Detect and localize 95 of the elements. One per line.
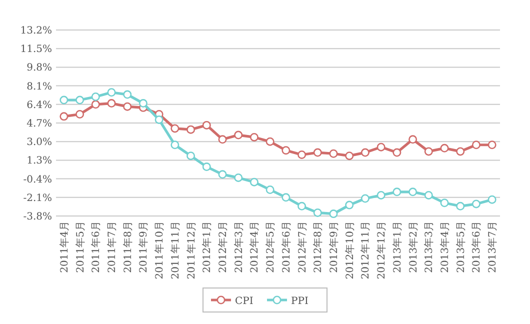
x-tick-label: 2011年11月	[169, 221, 182, 280]
x-tick-label: 2012年12月	[376, 221, 388, 280]
y-tick-label: 6.4%	[26, 100, 52, 111]
point	[202, 120, 211, 130]
point	[76, 96, 84, 104]
x-tick-label: 2013年1月	[391, 221, 404, 273]
x-tick-label: 2012年2月	[217, 221, 229, 273]
point	[298, 150, 306, 159]
x-tick-label: 2011年10月	[154, 221, 166, 280]
point	[313, 208, 322, 217]
point	[408, 188, 418, 196]
x-tick-label: 2012年9月	[328, 221, 340, 273]
point	[440, 198, 449, 208]
point	[154, 115, 164, 124]
point	[360, 194, 370, 203]
y-tick-label: 4.7%	[26, 118, 52, 130]
x-tick-label: 2013年4月	[439, 221, 451, 273]
x-tick-label: 2012年6月	[280, 221, 292, 273]
point	[345, 200, 354, 210]
point	[76, 110, 84, 118]
y-tick-label: -0.4%	[23, 174, 52, 186]
point	[424, 147, 433, 156]
x-tick-label: 2013年3月	[423, 221, 436, 273]
x-tick-label: 2012年4月	[248, 221, 261, 273]
x-tick-label: 2012年10月	[344, 221, 356, 280]
x-tick-label: 2011年12月	[185, 221, 198, 280]
x-tick-label: 2013年6月	[470, 221, 483, 273]
point	[472, 140, 480, 150]
point	[329, 210, 338, 218]
x-tick-label: 2012年8月	[312, 221, 324, 273]
x-tick-label: 2012年1月	[201, 221, 214, 273]
point	[329, 149, 338, 158]
point	[345, 152, 354, 160]
point	[298, 202, 306, 210]
point	[107, 88, 116, 97]
x-tick-label: 2013年2月	[407, 221, 420, 273]
point	[91, 100, 100, 109]
point	[472, 200, 480, 208]
x-tick-label: 2013年5月	[454, 221, 467, 273]
point	[123, 102, 132, 111]
point	[488, 195, 496, 204]
point	[91, 92, 100, 101]
point	[456, 147, 465, 156]
y-tick-label: 11.5%	[20, 44, 52, 56]
point	[138, 99, 148, 108]
point	[376, 190, 386, 200]
point	[456, 202, 465, 210]
x-tick-label: 2012年11月	[360, 221, 372, 280]
point	[488, 140, 496, 150]
y-tick-label: -3.8%	[23, 212, 52, 222]
x-tick-label: 2011年7月	[106, 221, 118, 273]
point	[392, 188, 402, 196]
y-tick-label: 8.1%	[26, 81, 52, 92]
point	[282, 193, 290, 202]
x-tick-label: 2012年3月	[232, 221, 245, 273]
point	[123, 90, 132, 99]
legend-label: PPI	[291, 296, 308, 307]
y-tick-label: 1.3%	[26, 156, 52, 167]
point	[234, 173, 243, 182]
point	[186, 125, 196, 134]
x-tick-label: 2011年6月	[90, 221, 102, 273]
point	[186, 152, 196, 160]
legend-label: CPI	[235, 296, 254, 307]
point	[218, 135, 227, 144]
point	[266, 137, 274, 146]
point	[170, 140, 180, 150]
point	[60, 96, 68, 104]
x-tick-label: 2012年7月	[296, 221, 308, 273]
point	[202, 162, 211, 172]
x-tick-label: 2011年9月	[138, 221, 150, 273]
point	[376, 142, 386, 152]
y-tick-label: 3.0%	[26, 137, 52, 148]
point	[250, 178, 258, 186]
x-tick-label: 2012年5月	[264, 221, 277, 273]
point	[392, 148, 402, 157]
point	[60, 112, 68, 121]
point	[266, 185, 274, 194]
y-tick-label: 13.2%	[20, 26, 52, 36]
point	[234, 130, 243, 140]
point	[282, 146, 290, 155]
point	[250, 132, 258, 142]
y-tick-label: 9.8%	[26, 62, 52, 74]
point	[313, 148, 322, 157]
point	[440, 144, 449, 152]
point	[107, 99, 116, 108]
x-tick-label: 2011年5月	[74, 221, 86, 273]
point	[218, 170, 227, 179]
y-tick-label: -2.1%	[23, 192, 52, 204]
point	[408, 135, 418, 144]
point	[170, 124, 180, 133]
x-tick-label: 2011年8月	[122, 221, 134, 273]
x-tick-label: 2011年4月	[58, 221, 70, 273]
x-tick-label: 2013年7月	[486, 221, 499, 273]
point	[424, 190, 433, 200]
point	[360, 148, 370, 157]
